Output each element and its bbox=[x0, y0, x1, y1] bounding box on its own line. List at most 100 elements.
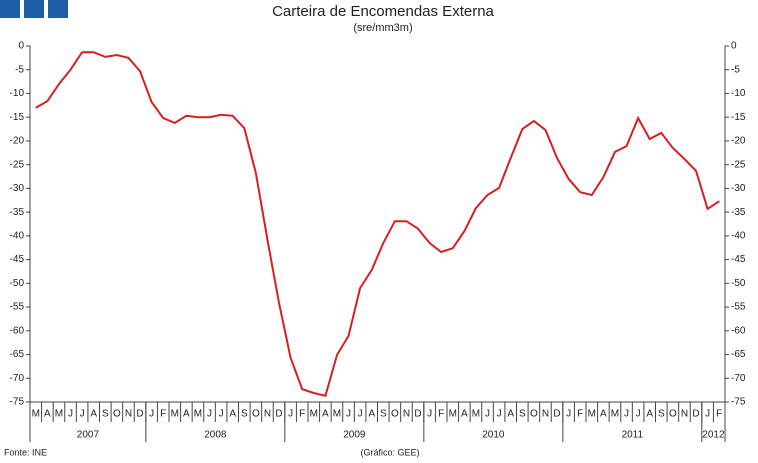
chart-title: Carteira de Encomendas Externa bbox=[272, 3, 494, 20]
x-tick-label: J bbox=[705, 409, 710, 420]
x-tick-label: A bbox=[322, 409, 329, 420]
y2-tick-label: -50 bbox=[731, 278, 746, 289]
x-tick-label: N bbox=[681, 409, 688, 420]
x-tick-label: D bbox=[414, 409, 421, 420]
y2-tick-label: -30 bbox=[731, 183, 746, 194]
logo-square bbox=[24, 0, 44, 18]
x-tick-label: S bbox=[241, 409, 248, 420]
x-tick-label: D bbox=[692, 409, 699, 420]
x-tick-label: A bbox=[229, 409, 236, 420]
x-tick-label: A bbox=[646, 409, 653, 420]
chart-subtitle: (sre/mm3m) bbox=[353, 22, 412, 34]
y2-tick-label: -15 bbox=[731, 112, 746, 123]
x-tick-label: M bbox=[611, 409, 619, 420]
y2-tick-label: 0 bbox=[731, 41, 737, 52]
y-tick-label: -35 bbox=[10, 207, 25, 218]
x-tick-label: M bbox=[588, 409, 596, 420]
x-tick-label: M bbox=[32, 409, 40, 420]
x-tick-label: M bbox=[333, 409, 341, 420]
x-tick-label: J bbox=[288, 409, 293, 420]
x-tick-label: S bbox=[102, 409, 109, 420]
y-tick-label: -40 bbox=[10, 231, 25, 242]
logo-square bbox=[0, 0, 20, 18]
source: Fonte: INE bbox=[4, 447, 47, 457]
x-tick-label: J bbox=[427, 409, 432, 420]
x-tick-label: N bbox=[264, 409, 271, 420]
x-tick-label: D bbox=[275, 409, 282, 420]
x-tick-label: F bbox=[160, 409, 166, 420]
x-tick-label: J bbox=[207, 409, 212, 420]
y-tick-label: -15 bbox=[10, 112, 25, 123]
x-tick-label: A bbox=[507, 409, 514, 420]
x-tick-label: F bbox=[299, 409, 305, 420]
x-tick-label: A bbox=[600, 409, 607, 420]
x-tick-label: J bbox=[346, 409, 351, 420]
x-tick-label: O bbox=[530, 409, 538, 420]
y-tick-label: -55 bbox=[10, 302, 25, 313]
y2-tick-label: -55 bbox=[731, 302, 746, 313]
y2-tick-label: -45 bbox=[731, 254, 746, 265]
y-tick-label: -20 bbox=[10, 136, 25, 147]
y2-tick-label: -40 bbox=[731, 231, 746, 242]
x-tick-label: A bbox=[90, 409, 97, 420]
y-tick-label: -65 bbox=[10, 349, 25, 360]
x-tick-label: O bbox=[391, 409, 399, 420]
x-tick-label: S bbox=[380, 409, 387, 420]
x-tick-label: A bbox=[461, 409, 468, 420]
x-tick-label: J bbox=[485, 409, 490, 420]
x-tick-label: M bbox=[171, 409, 179, 420]
year-label: 2007 bbox=[77, 430, 100, 441]
x-tick-label: M bbox=[194, 409, 202, 420]
y2-tick-label: -10 bbox=[731, 88, 746, 99]
x-tick-label: J bbox=[358, 409, 363, 420]
y-tick-label: 0 bbox=[18, 41, 24, 52]
y-tick-label: -30 bbox=[10, 183, 25, 194]
y-tick-label: -70 bbox=[10, 373, 25, 384]
x-tick-label: J bbox=[80, 409, 85, 420]
x-tick-label: J bbox=[219, 409, 224, 420]
x-tick-label: J bbox=[624, 409, 629, 420]
y2-tick-label: -25 bbox=[731, 159, 746, 170]
y-tick-label: -75 bbox=[10, 397, 25, 408]
x-tick-label: F bbox=[577, 409, 583, 420]
year-label: 2011 bbox=[622, 430, 644, 441]
x-tick-label: J bbox=[636, 409, 641, 420]
y-tick-label: -50 bbox=[10, 278, 25, 289]
x-tick-label: F bbox=[716, 409, 722, 420]
x-tick-label: S bbox=[658, 409, 665, 420]
credit: (Gráfico: GEE) bbox=[360, 447, 419, 457]
x-tick-label: A bbox=[183, 409, 190, 420]
y2-tick-label: -70 bbox=[731, 373, 746, 384]
x-tick-label: J bbox=[497, 409, 502, 420]
x-tick-label: M bbox=[310, 409, 318, 420]
x-tick-label: F bbox=[438, 409, 444, 420]
x-tick-label: J bbox=[68, 409, 73, 420]
y2-tick-label: -65 bbox=[731, 349, 746, 360]
x-tick-label: N bbox=[125, 409, 132, 420]
x-tick-label: O bbox=[252, 409, 260, 420]
x-tick-label: O bbox=[669, 409, 677, 420]
x-tick-label: J bbox=[566, 409, 571, 420]
y2-tick-label: -75 bbox=[731, 397, 746, 408]
y2-tick-label: -35 bbox=[731, 207, 746, 218]
x-tick-label: N bbox=[542, 409, 549, 420]
x-tick-label: A bbox=[44, 409, 51, 420]
y-tick-label: -5 bbox=[15, 64, 24, 75]
y-tick-label: -25 bbox=[10, 159, 25, 170]
x-tick-label: M bbox=[449, 409, 457, 420]
x-tick-label: N bbox=[403, 409, 410, 420]
y2-tick-label: -5 bbox=[731, 64, 740, 75]
x-tick-label: D bbox=[136, 409, 143, 420]
y-tick-label: -10 bbox=[10, 88, 25, 99]
year-label: 2009 bbox=[343, 430, 366, 441]
year-label: 2010 bbox=[482, 430, 505, 441]
series-line bbox=[35, 51, 720, 397]
x-tick-label: M bbox=[472, 409, 480, 420]
y-tick-label: -60 bbox=[10, 325, 25, 336]
x-tick-label: A bbox=[368, 409, 375, 420]
x-tick-label: O bbox=[113, 409, 121, 420]
x-tick-label: S bbox=[519, 409, 526, 420]
y-tick-label: -45 bbox=[10, 254, 25, 265]
y2-tick-label: -60 bbox=[731, 325, 746, 336]
